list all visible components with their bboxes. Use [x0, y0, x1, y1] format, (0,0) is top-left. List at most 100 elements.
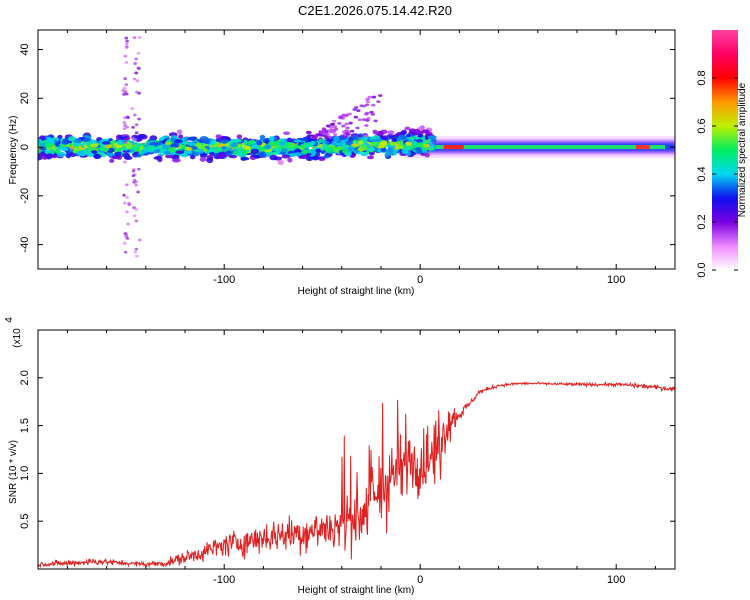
spectrogram-cell [76, 150, 85, 157]
spectrogram-cell [221, 139, 229, 144]
spectrogram-outlier [124, 92, 129, 96]
spectrogram-cell [171, 158, 181, 163]
spectrogram-cell [286, 137, 293, 143]
spectrogram-cell [206, 157, 214, 164]
spectrogram-cell [310, 140, 316, 146]
spectrogram-outlier [132, 206, 136, 210]
spectrogram-cell [185, 150, 193, 155]
spectrogram-cell [241, 148, 248, 155]
spectrogram-outlier [135, 254, 139, 258]
spectrogram-cell [226, 150, 232, 155]
spectrogram-plume-cell [337, 121, 342, 125]
spectrogram-outlier [137, 67, 141, 71]
spectrogram-cell [60, 147, 69, 152]
spectrogram-plume-cell [341, 113, 346, 117]
spectrogram-cell [85, 141, 91, 147]
spectrogram-cell [209, 140, 216, 145]
spectrogram-cell [138, 150, 145, 155]
spectrogram-cell [416, 138, 423, 144]
spectrogram-cell [256, 140, 263, 146]
spectrogram-cell [162, 144, 169, 150]
spectrogram-x-tick-label: 0 [417, 274, 423, 286]
spectrogram-cell [402, 144, 411, 151]
spectrogram-outlier [136, 51, 141, 55]
spectrogram-cell [148, 144, 156, 150]
spectrogram-outlier [123, 250, 128, 254]
spectrogram-cell [348, 137, 355, 142]
spectrogram-cell [385, 149, 394, 154]
spectrogram-cell [104, 144, 113, 149]
spectrogram-plume-cell [330, 130, 336, 134]
spectrogram-cell [248, 139, 256, 145]
spectrogram-outlier [136, 190, 140, 194]
spectrogram-cell [401, 149, 409, 154]
spectrogram-cell [44, 142, 54, 148]
snr-x-tick-label: 0 [417, 574, 423, 586]
spectrogram-plume-cell [361, 118, 367, 121]
spectrogram-cell [391, 137, 398, 143]
spectrogram-cell [191, 146, 198, 150]
spectrogram-cell [61, 140, 69, 145]
spectrogram-panel: -100 0 100 -40 -20 0 20 40 Height of straight l… [8, 29, 676, 297]
spectrogram-cell [271, 147, 281, 152]
spectrogram-plume-cell [364, 103, 370, 107]
spectrogram-outlier [124, 42, 129, 46]
spectrogram-cell [57, 134, 63, 139]
spectrogram-outlier [123, 151, 127, 155]
spectrogram-cell [39, 146, 47, 151]
spectrogram-cell [236, 134, 243, 140]
spectrogram-cell [264, 144, 271, 150]
spectrogram-cell [387, 130, 395, 135]
spectrogram-cell [281, 154, 291, 159]
spectrogram-outlier [124, 36, 129, 40]
spectrogram-cell [178, 134, 184, 139]
spectrogram-cell [300, 154, 308, 159]
spectrogram-cell [86, 152, 94, 157]
spectrogram-outlier [133, 138, 137, 142]
snr-y-tick-label: 1.0 [19, 466, 31, 481]
spectrogram-cell [114, 151, 122, 157]
spectrogram-cell [380, 147, 387, 153]
spectrogram-outlier [132, 214, 137, 218]
spectrogram-outlier [125, 183, 129, 187]
snr-panel: -100 0 100 0.5 1.0 1.5 2.0 Height of straight … [4, 317, 676, 596]
spectrogram-cell [116, 155, 123, 160]
spectrogram-cell [93, 153, 102, 159]
spectrogram-outlier [124, 61, 129, 64]
spectrogram-cell [189, 154, 196, 160]
spectrogram-plume-cell [366, 116, 371, 120]
spectrogram-plume-cell [316, 133, 321, 136]
spectrogram-cell [67, 136, 77, 142]
snr-marks [38, 380, 675, 569]
spectrogram-plume-cell [371, 95, 377, 99]
spectrogram-plume-cell [331, 119, 337, 123]
spectrogram-cell [294, 148, 302, 154]
spectrogram-x-tick-label: -100 [213, 274, 235, 286]
spectrogram-outlier [123, 116, 127, 120]
spectrogram-cell [345, 140, 353, 146]
spectrogram-cell [230, 143, 239, 148]
colorbar: 0.0 0.2 0.4 0.6 0.8 Normalized spectral ampl… [696, 30, 748, 278]
spectrogram-cell [371, 141, 378, 147]
spectrogram-cell [315, 148, 322, 154]
spectrogram-cell [357, 139, 364, 145]
spectrogram-cell [99, 146, 107, 152]
spectrogram-cell [187, 142, 196, 147]
spectrogram-outlier [133, 62, 137, 65]
spectrogram-plume-cell [353, 115, 359, 119]
spectrogram-cell [56, 153, 65, 158]
spectrogram-cell [197, 148, 204, 154]
spectrogram-cell [215, 134, 222, 139]
snr-y-tick-label: 2.0 [19, 370, 31, 385]
spectrogram-plume-cell [376, 100, 381, 104]
snr-y-tick-label: 1.5 [19, 418, 31, 433]
spectrogram-cell [287, 150, 294, 155]
spectrogram-ticks: -100 0 100 -40 -20 0 20 40 [19, 30, 675, 286]
spectrogram-cell [135, 143, 142, 147]
spectrogram-plume-cell [350, 129, 355, 133]
spectrogram-cell [412, 128, 421, 134]
spectrogram-plume-cell [313, 135, 319, 139]
spectrogram-plume-cell [357, 134, 363, 138]
spectrogram-cell [324, 147, 334, 153]
spectrogram-cell [360, 151, 369, 157]
